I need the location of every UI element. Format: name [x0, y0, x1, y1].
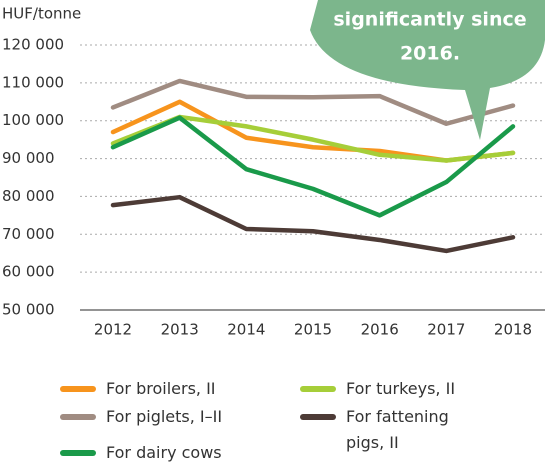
y-tick-label: 120 000: [2, 36, 64, 54]
legend-swatch: [60, 450, 96, 456]
series-line: [110, 115, 516, 218]
x-tick-label: 2012: [94, 321, 132, 339]
legend-swatch: [60, 386, 96, 392]
legend-label: For fattening pigs, II: [346, 407, 449, 452]
y-tick-label: 60 000: [2, 263, 55, 281]
legend-swatch: [60, 414, 96, 420]
callout-bubble: [310, 0, 545, 140]
series-line: [110, 78, 516, 126]
x-tick-label: 2018: [494, 321, 532, 339]
x-tick-label: 2013: [161, 321, 199, 339]
legend-swatch: [300, 386, 336, 392]
callout-text: 2016.: [400, 43, 460, 65]
y-tick-label: 100 000: [2, 111, 64, 129]
x-tick-label: 2016: [361, 321, 399, 339]
y-tick-label: 110 000: [2, 73, 64, 91]
callout-text: significantly since: [333, 9, 526, 31]
y-tick-label: 70 000: [2, 225, 55, 243]
x-tick-label: 2017: [427, 321, 465, 339]
x-tick-label: 2014: [227, 321, 265, 339]
y-axis-label: HUF/tonne: [2, 5, 81, 23]
legend-label: For dairy cows: [106, 443, 222, 462]
y-tick-label: 90 000: [2, 149, 55, 167]
y-tick-label: 80 000: [2, 187, 55, 205]
legend-swatch: [300, 414, 336, 420]
legend-label: For piglets, I–II: [106, 407, 223, 426]
x-tick-label: 2015: [294, 321, 332, 339]
legend-label: For turkeys, II: [346, 379, 456, 398]
series-line: [110, 99, 516, 163]
y-tick-label: 50 000: [2, 301, 55, 319]
legend-label: For broilers, II: [106, 379, 216, 398]
series-line: [110, 194, 516, 254]
